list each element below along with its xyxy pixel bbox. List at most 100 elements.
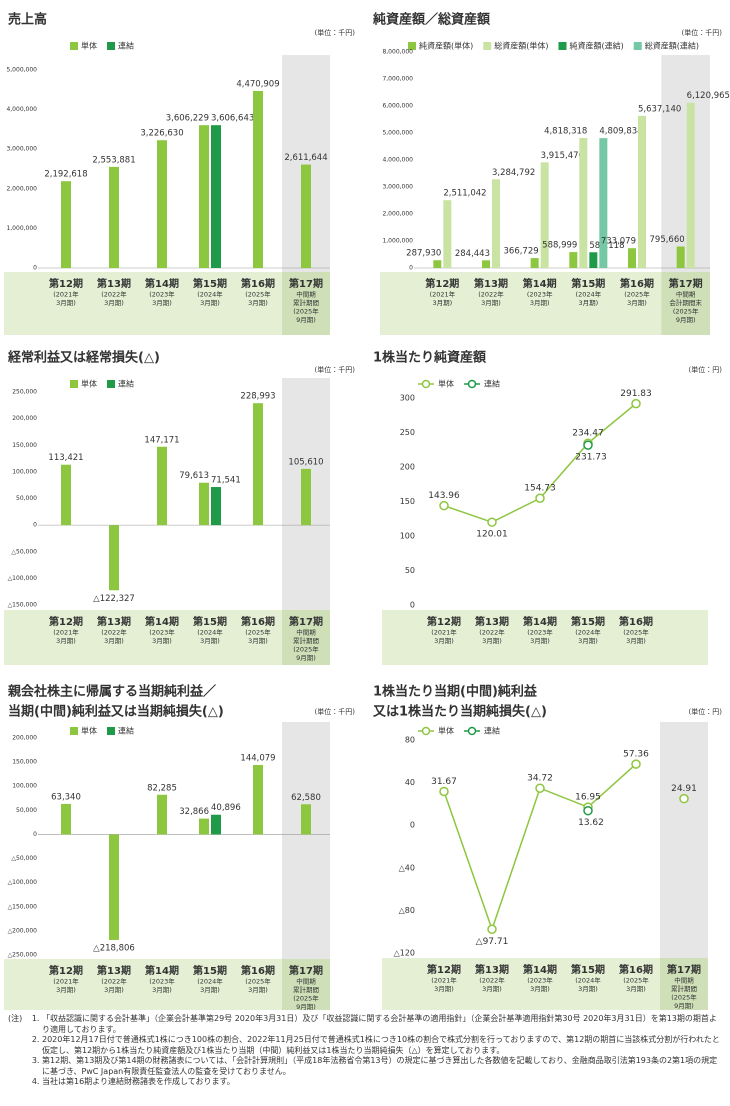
category-sublabel: (2025年 — [671, 993, 697, 1002]
category-label: 第12期 — [425, 277, 459, 290]
bar — [199, 818, 209, 835]
legend-marker — [421, 379, 431, 389]
category-sublabel: (2021年 — [53, 977, 79, 986]
chart-title: 当期(中間)純利益又は当期純損失(△) — [8, 704, 224, 720]
legend-label: 連結 — [484, 726, 500, 736]
legend-marker — [421, 726, 431, 736]
y-tick-label: 5,000,000 — [382, 130, 413, 137]
y-tick-label: 4,000,000 — [6, 106, 37, 113]
interim-band — [660, 958, 708, 1010]
bar — [61, 181, 71, 268]
bar — [301, 468, 311, 526]
value-label: 34.72 — [527, 774, 553, 784]
category-sublabel: (2024年 — [576, 290, 602, 299]
y-tick-label: 300 — [400, 394, 415, 403]
category-sublabel: 中間期 — [674, 976, 694, 985]
value-label: 57.36 — [623, 750, 649, 760]
category-sublabel: 3月期) — [200, 299, 220, 307]
chart-title: 1株当たり純資産額 — [373, 350, 487, 366]
legend-marker — [467, 726, 477, 736]
point — [487, 924, 497, 935]
category-sublabel: 3月期) — [530, 985, 550, 993]
category-sublabel: 3月期) — [578, 637, 598, 645]
category-sublabel: 3月期) — [104, 637, 124, 645]
bar — [109, 834, 119, 940]
category-sublabel: 9月期) — [296, 1003, 316, 1011]
category-label: 第14期 — [145, 964, 179, 977]
y-tick-label: 200 — [400, 463, 415, 472]
bar — [253, 403, 263, 526]
category-label: 第14期 — [145, 615, 179, 628]
category-sublabel: 3月期) — [56, 986, 76, 994]
value-label: 4,470,909 — [236, 79, 279, 89]
value-label: 3,606,229 — [166, 114, 209, 124]
bar — [686, 102, 695, 268]
category-band — [382, 610, 708, 665]
y-tick-label: 3,000,000 — [382, 184, 413, 191]
chart-title: 経常利益又は経常損失(△) — [7, 350, 160, 366]
point — [487, 517, 497, 527]
y-tick-label: 150 — [400, 497, 415, 506]
category-sublabel: (2023年 — [149, 290, 175, 299]
value-label: 234.47 — [572, 429, 604, 439]
value-label: 147,171 — [144, 435, 179, 445]
category-sublabel: 累計期間 — [293, 636, 319, 645]
y-tick-label: 4,000,000 — [382, 157, 413, 164]
value-label: 32,866 — [179, 807, 209, 817]
legend-label: 純資産額(単体) — [419, 41, 473, 51]
value-label: 231.73 — [575, 453, 607, 463]
y-tick-label: 5,000,000 — [6, 67, 37, 74]
category-label: 第12期 — [49, 964, 83, 977]
point — [439, 500, 449, 511]
legend-swatch — [70, 380, 78, 388]
category-sublabel: 中間期 — [676, 290, 696, 299]
interim-band — [282, 272, 330, 335]
bar — [211, 487, 221, 526]
category-sublabel: (2024年 — [197, 290, 223, 299]
category-label: 第15期 — [571, 963, 605, 976]
value-label: △122,327 — [93, 594, 135, 604]
category-sublabel: 3月期) — [200, 986, 220, 994]
y-tick-label: △40 — [399, 863, 415, 872]
category-sublabel: 3月期) — [626, 985, 646, 993]
notes-list: 「収益認識に関する会計基準」（企業会計基準第29号 2020年3月31日）及び「… — [28, 1014, 722, 1088]
category-sublabel: (2021年 — [431, 628, 457, 637]
category-sublabel: 会計期間末 — [669, 298, 702, 307]
point — [631, 759, 641, 769]
value-label: 366,729 — [504, 247, 539, 257]
y-tick-label: 0 — [33, 265, 37, 272]
value-label: 3,606,643 — [211, 114, 254, 124]
category-label: 第15期 — [193, 615, 227, 628]
category-sublabel: 3月期) — [56, 299, 76, 307]
bar — [579, 137, 588, 268]
category-sublabel: (2025年 — [623, 628, 649, 637]
legend-label: 連結 — [118, 379, 134, 389]
value-label: 2,611,644 — [284, 153, 327, 163]
value-label: 5,637,140 — [638, 104, 681, 114]
value-label: 2,192,618 — [44, 170, 87, 180]
category-label: 第17期 — [289, 615, 323, 628]
chart-title: 1株当たり当期(中間)純利益 — [373, 684, 538, 700]
category-label: 第16期 — [241, 964, 275, 977]
category-label: 第16期 — [619, 615, 653, 628]
category-sublabel: 3月期) — [578, 985, 598, 993]
legend-swatch — [107, 42, 115, 50]
interim-band — [661, 272, 710, 335]
value-label: 291.83 — [620, 389, 652, 399]
legend-swatch — [633, 42, 642, 50]
interim-band — [282, 959, 330, 1010]
legend-swatch — [408, 42, 416, 50]
y-tick-label: △150,000 — [8, 903, 38, 910]
y-tick-label: 50,000 — [16, 807, 37, 814]
y-tick-label: △50,000 — [11, 548, 37, 555]
category-sublabel: 3月期) — [56, 637, 76, 645]
category-sublabel: 3月期) — [248, 986, 268, 994]
value-label: 13.62 — [578, 818, 604, 828]
category-label: 第14期 — [523, 615, 557, 628]
note: 第12期、第13期及び第14期の財務諸表については、「会計計算規則」（平成18年… — [42, 1056, 722, 1077]
value-label: 154.73 — [524, 484, 556, 494]
y-tick-label: 2,000,000 — [6, 185, 37, 192]
category-sublabel: 3月期) — [152, 299, 172, 307]
point — [439, 786, 449, 797]
category-label: 第13期 — [97, 964, 131, 977]
